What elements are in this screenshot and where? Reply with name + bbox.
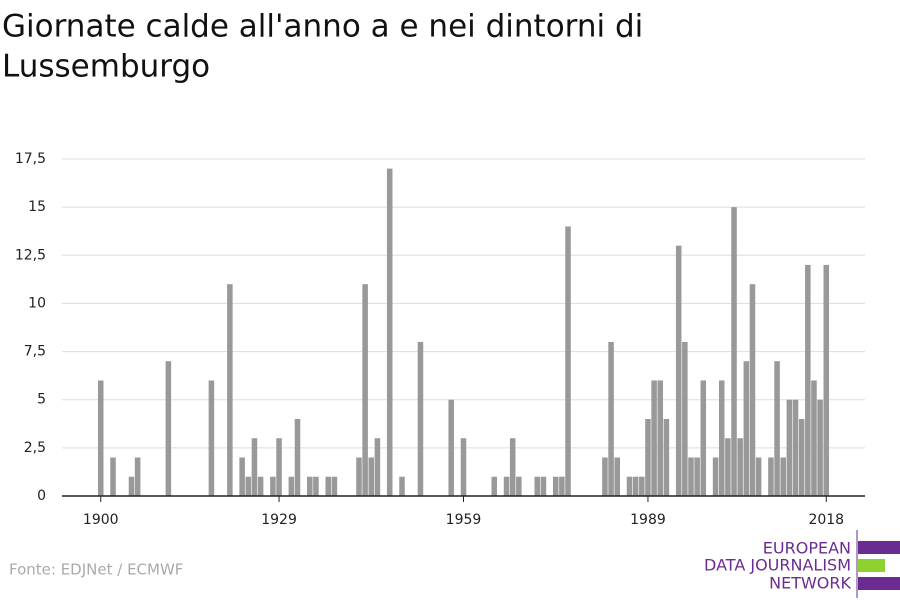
bar <box>712 457 719 496</box>
bar <box>491 476 498 496</box>
y-tick-label: 7,5 <box>24 344 46 360</box>
bar <box>639 476 645 496</box>
bar <box>675 245 682 496</box>
bar <box>257 476 264 496</box>
x-tick-label: 1959 <box>446 512 482 528</box>
bar <box>128 476 135 496</box>
bar <box>780 457 786 496</box>
bar <box>356 457 362 496</box>
bar <box>755 457 762 496</box>
source: Fonte: EDJNet / ECMWF <box>9 561 183 579</box>
bar <box>602 457 608 496</box>
bar <box>307 476 313 496</box>
bar <box>134 457 141 496</box>
logo-bar <box>858 577 900 590</box>
logo-text: EUROPEAN <box>763 539 851 558</box>
bar <box>331 476 338 496</box>
bar <box>718 380 725 496</box>
bar <box>276 438 282 496</box>
x-tick-label: 1989 <box>630 512 666 528</box>
bar <box>245 476 252 496</box>
x-tick-label: 1929 <box>261 512 297 528</box>
bar <box>651 380 657 496</box>
bar <box>503 476 510 496</box>
bar <box>313 476 319 496</box>
bar <box>270 476 276 496</box>
bar <box>516 476 522 496</box>
bar <box>823 264 830 496</box>
bar <box>460 438 467 496</box>
bar <box>288 476 295 496</box>
bar <box>731 207 737 496</box>
bar <box>608 341 614 496</box>
bar <box>694 457 700 496</box>
logo-bar <box>858 541 900 554</box>
y-tick-label: 2,5 <box>24 440 46 456</box>
bar <box>227 284 233 496</box>
x-tick-label: 2018 <box>808 512 844 528</box>
bar <box>362 284 368 496</box>
bar <box>110 457 116 496</box>
bar <box>626 476 633 496</box>
bar <box>632 476 639 496</box>
bar <box>399 476 405 496</box>
bar <box>725 438 731 496</box>
logo-text: DATA JOURNALISM <box>704 556 851 575</box>
bar <box>448 399 454 496</box>
chart-title: Giornate calde all'anno a e nei dintorni… <box>2 9 643 45</box>
bar <box>811 380 817 496</box>
bar <box>552 476 559 496</box>
y-tick-label: 5 <box>37 392 46 408</box>
bar <box>368 457 375 496</box>
bar <box>208 380 215 496</box>
bar <box>743 361 750 496</box>
bar <box>540 476 547 496</box>
bar <box>374 438 381 496</box>
bar <box>805 264 811 496</box>
y-tick-label: 12,5 <box>15 247 46 263</box>
bar <box>792 399 799 496</box>
bar <box>817 399 823 496</box>
bar <box>786 399 793 496</box>
bar <box>774 361 780 496</box>
bar <box>768 457 774 496</box>
bar <box>657 380 664 496</box>
bar <box>509 438 516 496</box>
bar <box>614 457 620 496</box>
bar <box>663 418 670 496</box>
bar <box>97 380 104 496</box>
bar <box>737 438 743 496</box>
bar <box>165 361 172 496</box>
y-tick-label: 15 <box>28 199 46 215</box>
bar <box>749 284 756 496</box>
bar <box>239 457 245 496</box>
logo-text: NETWORK <box>769 574 851 593</box>
bar <box>798 418 805 496</box>
bar <box>294 418 301 496</box>
bar <box>325 476 331 496</box>
bar <box>534 476 541 496</box>
bar <box>417 341 424 496</box>
y-tick-label: 10 <box>28 295 46 311</box>
chart-title: Lussemburgo <box>2 49 210 85</box>
y-tick-label: 0 <box>37 488 46 504</box>
bar <box>700 380 707 496</box>
bar <box>565 226 571 496</box>
bar <box>682 341 688 496</box>
logo-bar <box>858 559 885 572</box>
bar <box>251 438 258 496</box>
y-tick-label: 17,5 <box>15 151 46 167</box>
x-tick-label: 1900 <box>83 512 119 528</box>
bar <box>386 168 393 496</box>
bar <box>645 418 651 496</box>
bar <box>688 457 694 496</box>
bar <box>559 476 565 496</box>
